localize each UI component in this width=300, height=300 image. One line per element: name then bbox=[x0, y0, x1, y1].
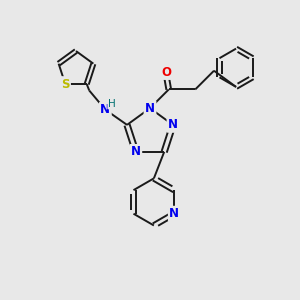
Text: H: H bbox=[108, 99, 116, 109]
Text: O: O bbox=[161, 65, 171, 79]
Text: N: N bbox=[131, 146, 141, 158]
Text: N: N bbox=[168, 118, 178, 131]
Text: S: S bbox=[61, 78, 70, 91]
Text: N: N bbox=[100, 103, 110, 116]
Text: N: N bbox=[169, 207, 179, 220]
Text: N: N bbox=[145, 102, 155, 115]
